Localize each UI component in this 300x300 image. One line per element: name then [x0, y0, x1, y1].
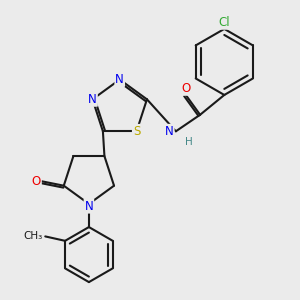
Text: CH₃: CH₃ [24, 231, 43, 242]
Text: O: O [32, 175, 41, 188]
Text: N: N [88, 93, 97, 106]
Text: N: N [165, 125, 174, 138]
Text: Cl: Cl [218, 16, 230, 29]
Text: N: N [116, 73, 124, 86]
Text: O: O [181, 82, 190, 95]
Text: S: S [133, 125, 140, 138]
Text: H: H [185, 137, 192, 147]
Text: N: N [85, 200, 93, 213]
